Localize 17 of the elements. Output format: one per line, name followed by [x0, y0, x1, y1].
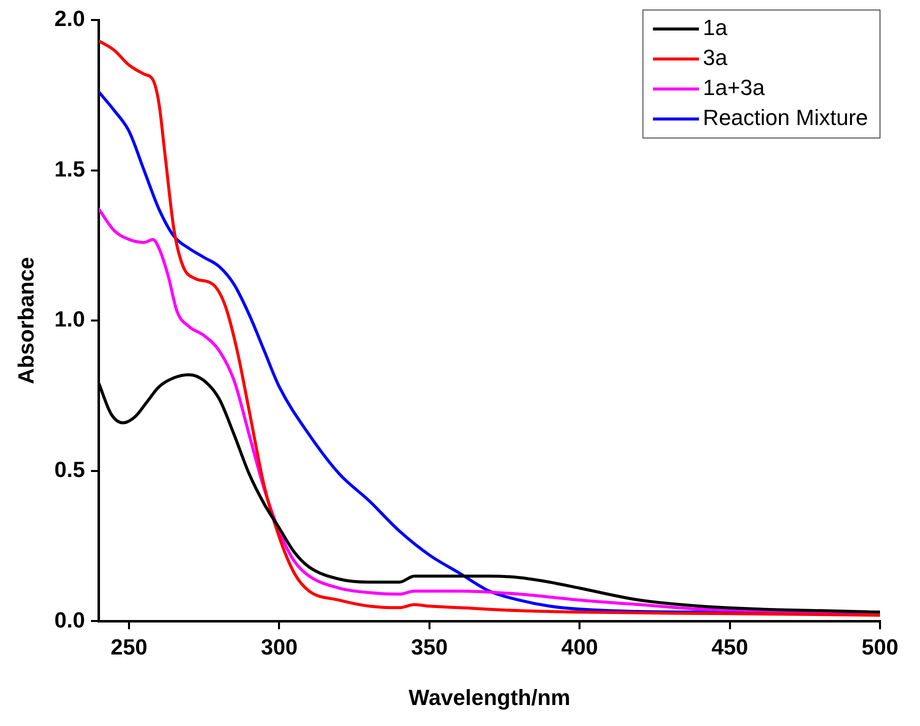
x-tick-label: 450	[711, 634, 748, 660]
y-axis-title: Absorbance	[13, 257, 38, 384]
x-tick-label: 350	[411, 634, 448, 660]
y-tick-label: 2.0	[54, 6, 85, 32]
x-tick-label: 500	[862, 634, 898, 660]
legend-label: Reaction Mixture	[702, 105, 868, 130]
legend-label: 1a	[702, 15, 728, 40]
y-tick-label: 1.0	[54, 306, 85, 332]
x-tick-label: 400	[561, 634, 598, 660]
legend-label: 3a	[702, 45, 728, 70]
x-tick-label: 250	[110, 634, 148, 660]
x-axis-title: Wavelength/nm	[408, 684, 570, 710]
x-tick-label: 300	[260, 634, 298, 660]
y-tick-label: 0.0	[54, 607, 85, 632]
legend-label: 1a+3a	[702, 75, 766, 100]
y-tick-label: 0.5	[54, 456, 85, 482]
y-tick-label: 1.5	[54, 156, 85, 182]
